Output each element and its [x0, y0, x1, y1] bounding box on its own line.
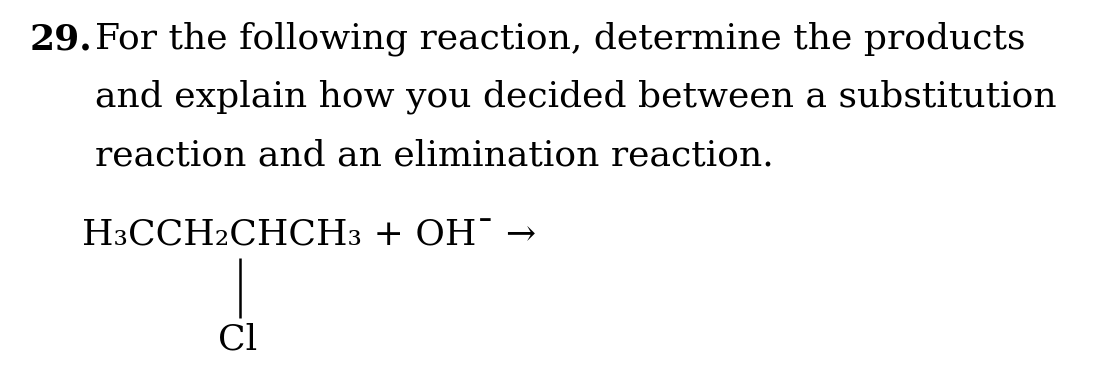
Text: H₃CCH₂CHCH₃ + OH¯ →: H₃CCH₂CHCH₃ + OH¯ → — [83, 218, 536, 252]
Text: reaction and an elimination reaction.: reaction and an elimination reaction. — [95, 138, 774, 172]
Text: For the following reaction, determine the products: For the following reaction, determine th… — [95, 22, 1026, 57]
Text: and explain how you decided between a substitution: and explain how you decided between a su… — [95, 80, 1057, 115]
Text: Cl: Cl — [219, 322, 258, 356]
Text: 29.: 29. — [30, 22, 93, 56]
